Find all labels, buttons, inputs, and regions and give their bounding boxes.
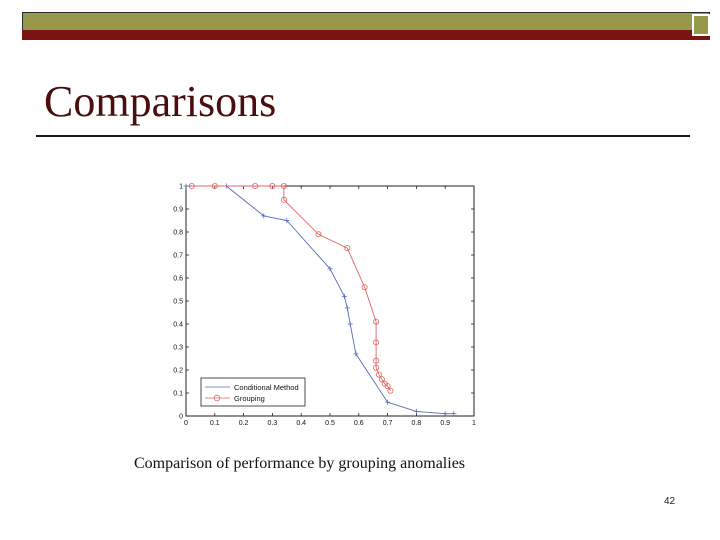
grouping-point bbox=[344, 245, 351, 252]
y-tick-label: 0.5 bbox=[173, 299, 183, 306]
x-tick-label: 0 bbox=[184, 420, 188, 427]
y-tick-label: 0.9 bbox=[173, 207, 183, 214]
slide-title: Comparisons bbox=[44, 77, 277, 126]
x-tick-label: 0.3 bbox=[268, 420, 278, 427]
x-tick-label: 0.9 bbox=[440, 420, 450, 427]
title-underline bbox=[36, 135, 690, 137]
conditional-point bbox=[327, 266, 333, 272]
y-tick-label: 0.8 bbox=[173, 230, 183, 237]
header-maroon-band bbox=[22, 30, 710, 40]
legend-box bbox=[200, 377, 306, 407]
x-tick-label: 0.4 bbox=[296, 420, 306, 427]
grouping-point bbox=[361, 284, 368, 291]
grouping-point bbox=[373, 364, 380, 371]
grouping-point bbox=[375, 371, 382, 378]
header-corner-square bbox=[692, 14, 710, 36]
legend: Conditional Method Grouping bbox=[200, 377, 306, 407]
y-tick-label: 0 bbox=[179, 414, 183, 421]
conditional-point bbox=[284, 218, 290, 223]
grouping-point bbox=[211, 183, 218, 189]
grouping-point bbox=[373, 318, 380, 325]
conditional-point bbox=[261, 213, 267, 219]
conditional-point bbox=[183, 183, 189, 189]
y-tick-label: 1 bbox=[179, 184, 183, 191]
grouping-point bbox=[378, 376, 385, 383]
legend-grouping-marker bbox=[213, 394, 221, 402]
grouping-point bbox=[387, 387, 394, 394]
conditional-point bbox=[353, 351, 359, 357]
grouping-point bbox=[373, 339, 380, 346]
slide-header-bar bbox=[22, 12, 710, 40]
conditional-point bbox=[341, 293, 347, 299]
grouping-point bbox=[315, 231, 322, 238]
grouping-point bbox=[373, 357, 380, 364]
x-tick-label: 0.2 bbox=[239, 420, 249, 427]
y-axis-ticks: 0 0.1 0.2 0.3 0.4 0.5 0.6 0.7 0.8 0.9 1 bbox=[173, 184, 474, 421]
x-tick-label: 1 bbox=[472, 420, 476, 427]
x-axis-ticks: 0 0.1 0.2 0.3 0.4 0.5 0.6 0.7 0.8 0.9 1 bbox=[184, 186, 476, 427]
conditional-point bbox=[344, 305, 350, 311]
conditional-point bbox=[347, 321, 353, 327]
y-tick-label: 0.4 bbox=[173, 322, 183, 329]
legend-conditional-label: Conditional Method bbox=[234, 383, 299, 392]
conditional-point bbox=[385, 399, 391, 405]
conditional-point bbox=[451, 411, 457, 417]
grouping-point bbox=[280, 196, 287, 203]
y-tick-label: 0.3 bbox=[173, 345, 183, 352]
grouping-point bbox=[269, 183, 276, 189]
grouping-point bbox=[384, 383, 391, 390]
x-tick-label: 0.7 bbox=[383, 420, 393, 427]
y-tick-label: 0.1 bbox=[173, 391, 183, 398]
grouping-point bbox=[188, 183, 195, 189]
grouping-point bbox=[252, 183, 259, 189]
x-tick-label: 0.6 bbox=[354, 420, 364, 427]
legend-grouping-label: Grouping bbox=[234, 394, 265, 403]
performance-chart: 0 0.1 0.2 0.3 0.4 0.5 0.6 0.7 0.8 0.9 1 0 0.1 0.2 0.3… bbox=[173, 183, 476, 427]
grouping-point bbox=[280, 183, 287, 189]
series-layer bbox=[183, 183, 457, 417]
y-tick-label: 0.6 bbox=[173, 276, 183, 283]
y-tick-label: 0.7 bbox=[173, 253, 183, 260]
x-tick-label: 0.8 bbox=[412, 420, 422, 427]
header-olive-band bbox=[22, 12, 710, 30]
conditional-point bbox=[442, 411, 448, 417]
x-tick-label: 0.5 bbox=[325, 420, 335, 427]
page-number: 42 bbox=[664, 496, 676, 507]
x-tick-label: 0.1 bbox=[210, 420, 220, 427]
y-tick-label: 0.2 bbox=[173, 368, 183, 375]
conditional-point bbox=[413, 408, 419, 414]
chart-caption: Comparison of performance by grouping an… bbox=[134, 455, 466, 472]
